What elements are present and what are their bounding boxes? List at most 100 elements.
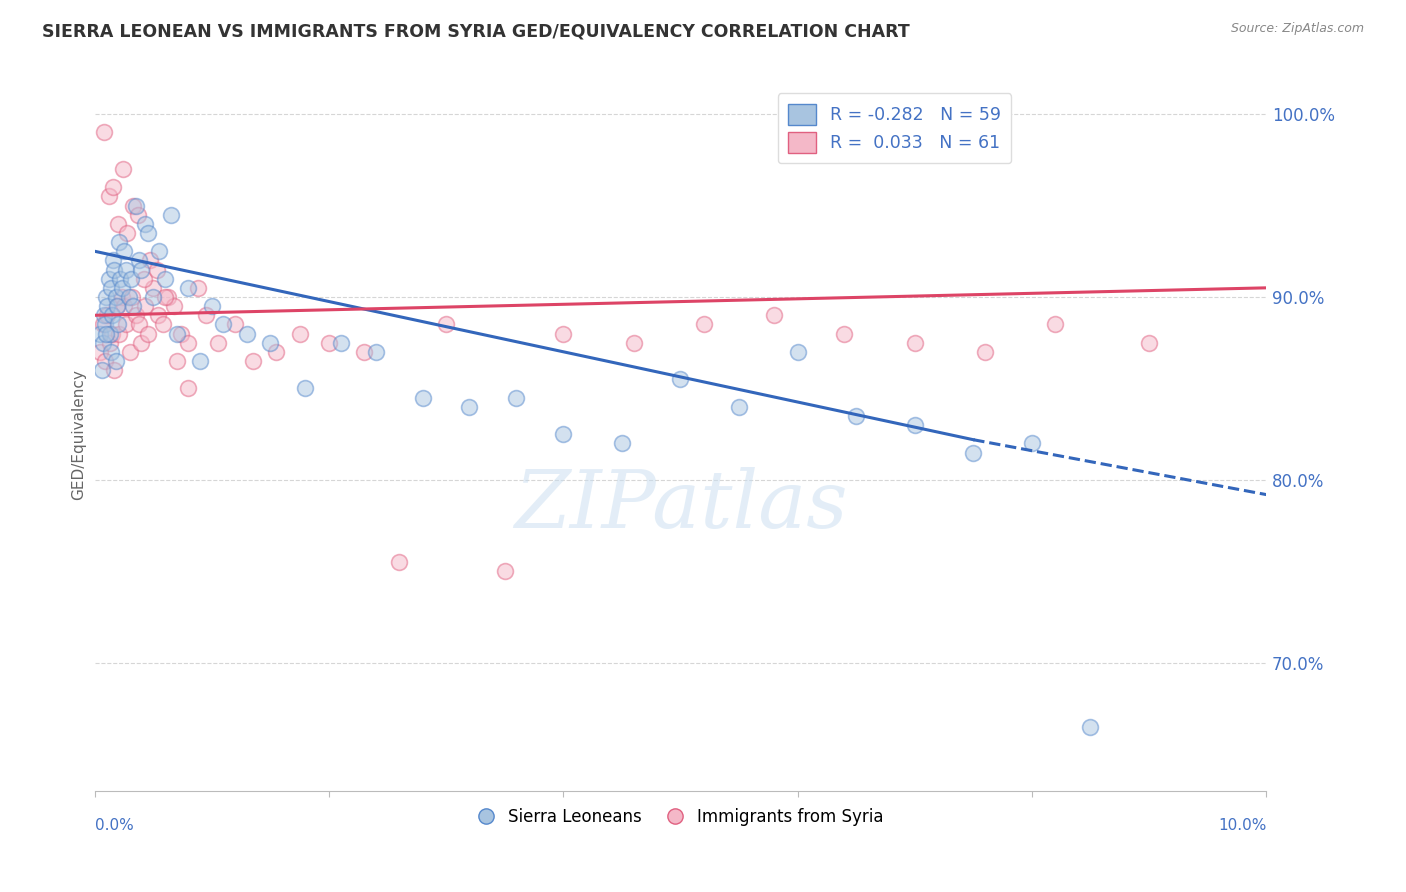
Point: [194, 308, 217, 322]
Point: [388, 555, 411, 569]
Point: [962, 445, 984, 459]
Point: [94, 354, 117, 368]
Legend: Sierra Leoneans, Immigrants from Syria: Sierra Leoneans, Immigrants from Syria: [471, 801, 890, 832]
Point: [138, 253, 160, 268]
Point: [288, 326, 311, 341]
Point: [107, 217, 129, 231]
Point: [105, 299, 128, 313]
Text: ZIPatlas: ZIPatlas: [513, 467, 848, 544]
Point: [138, 226, 160, 240]
Point: [100, 344, 122, 359]
Point: [458, 400, 481, 414]
Point: [177, 281, 200, 295]
Point: [101, 308, 124, 322]
Point: [1137, 335, 1160, 350]
Point: [834, 326, 856, 341]
Point: [103, 253, 125, 268]
Point: [553, 326, 575, 341]
Point: [845, 409, 868, 423]
Point: [121, 290, 143, 304]
Point: [96, 308, 118, 322]
Point: [412, 391, 434, 405]
Point: [494, 565, 516, 579]
Point: [553, 427, 575, 442]
Point: [91, 335, 114, 350]
Point: [91, 318, 114, 332]
Point: [163, 299, 186, 313]
Point: [108, 235, 131, 249]
Point: [100, 281, 122, 295]
Point: [693, 318, 716, 332]
Point: [318, 335, 340, 350]
Point: [364, 344, 387, 359]
Point: [101, 326, 124, 341]
Point: [105, 299, 128, 313]
Point: [98, 326, 121, 341]
Point: [110, 290, 132, 304]
Point: [117, 290, 139, 304]
Point: [112, 299, 135, 313]
Point: [610, 436, 633, 450]
Point: [104, 354, 127, 368]
Point: [177, 335, 200, 350]
Point: [111, 161, 134, 176]
Point: [763, 308, 786, 322]
Point: [128, 253, 150, 268]
Point: [103, 262, 125, 277]
Point: [242, 354, 264, 368]
Point: [188, 354, 211, 368]
Point: [134, 217, 156, 231]
Point: [224, 318, 246, 332]
Point: [159, 208, 181, 222]
Text: Source: ZipAtlas.com: Source: ZipAtlas.com: [1230, 22, 1364, 36]
Point: [166, 354, 188, 368]
Point: [138, 326, 160, 341]
Point: [264, 344, 287, 359]
Point: [108, 326, 131, 341]
Point: [157, 290, 180, 304]
Point: [122, 198, 145, 212]
Point: [97, 189, 120, 203]
Point: [118, 344, 141, 359]
Point: [110, 271, 132, 285]
Point: [974, 344, 997, 359]
Point: [97, 271, 120, 285]
Point: [904, 335, 927, 350]
Point: [170, 326, 193, 341]
Point: [259, 335, 281, 350]
Point: [131, 262, 153, 277]
Point: [236, 326, 259, 341]
Point: [187, 281, 209, 295]
Point: [142, 281, 165, 295]
Point: [353, 344, 375, 359]
Point: [110, 281, 132, 295]
Point: [505, 391, 527, 405]
Point: [148, 244, 170, 259]
Point: [212, 318, 235, 332]
Text: 10.0%: 10.0%: [1218, 819, 1267, 833]
Point: [1021, 436, 1043, 450]
Point: [90, 363, 112, 377]
Point: [107, 318, 129, 332]
Point: [120, 271, 142, 285]
Point: [96, 290, 118, 304]
Point: [115, 262, 138, 277]
Point: [104, 290, 127, 304]
Point: [89, 326, 111, 341]
Point: [96, 326, 118, 341]
Point: [166, 326, 188, 341]
Point: [103, 363, 125, 377]
Point: [623, 335, 645, 350]
Point: [103, 180, 125, 194]
Point: [89, 344, 111, 359]
Point: [434, 318, 457, 332]
Point: [786, 344, 808, 359]
Point: [131, 335, 153, 350]
Point: [124, 198, 146, 212]
Point: [728, 400, 751, 414]
Text: 0.0%: 0.0%: [94, 819, 134, 833]
Point: [146, 308, 169, 322]
Point: [153, 271, 176, 285]
Point: [152, 318, 174, 332]
Point: [124, 308, 146, 322]
